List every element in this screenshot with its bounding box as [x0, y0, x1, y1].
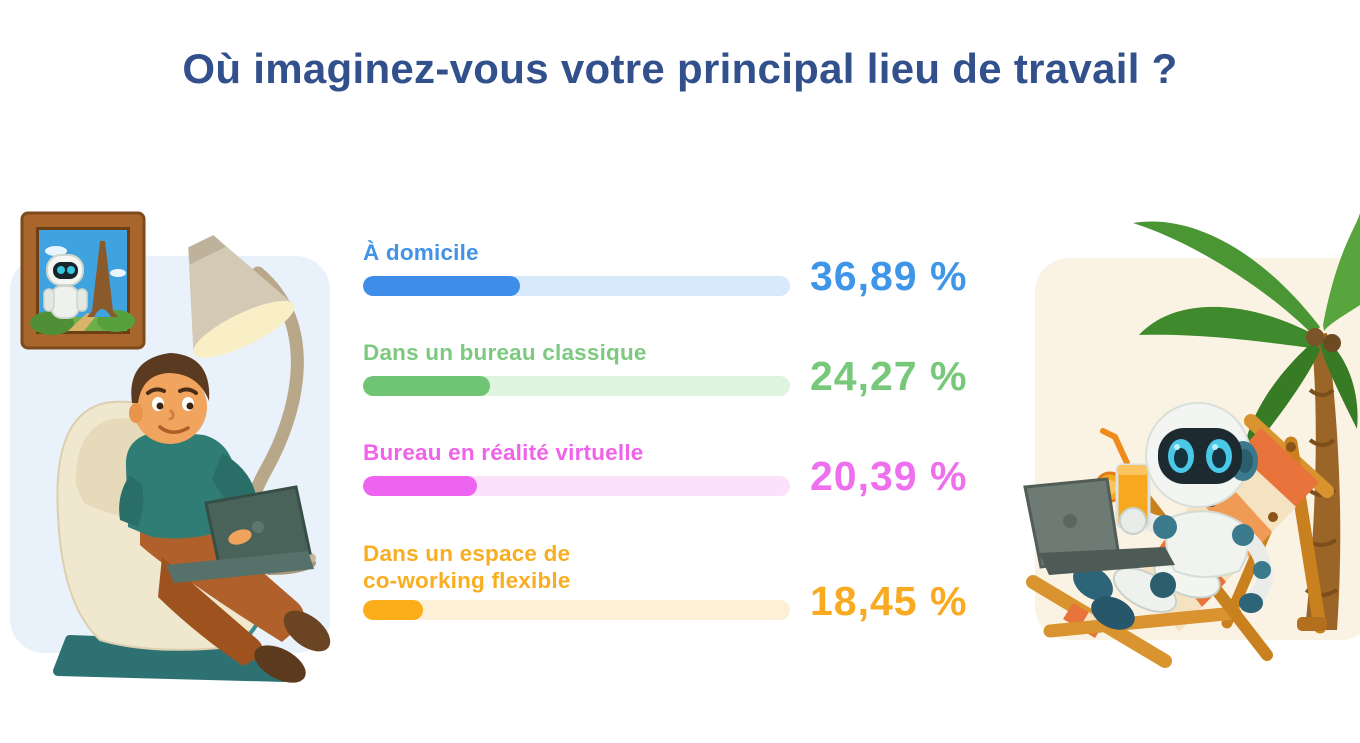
robot-foot: [1073, 565, 1113, 601]
option-label: Dans un bureau classique: [363, 340, 647, 365]
boot: [283, 610, 331, 652]
option-value: 20,39 %: [810, 453, 968, 499]
bar-fill: [363, 276, 521, 296]
option-value: 18,45 %: [810, 578, 968, 624]
option-label: Dans un espace de co-working flexible: [363, 541, 571, 593]
bar-fill: [363, 476, 477, 496]
robot-foot: [1091, 596, 1135, 630]
palm-tree: [1133, 213, 1360, 630]
bar-track: [363, 376, 790, 396]
bar-fill: [363, 600, 423, 620]
bar-track: [363, 276, 790, 296]
option-value: 24,27 %: [810, 353, 968, 399]
man-in-armchair: [53, 353, 331, 683]
option-label: À domicile: [363, 240, 479, 265]
option-label: Bureau en réalité virtuelle: [363, 440, 644, 465]
robot-laptop: [1023, 477, 1175, 575]
framed-picture-robot-eiffel: [20, 211, 146, 350]
lamp-glow: [192, 300, 295, 358]
option-value: 36,89 %: [810, 253, 968, 299]
page-title: Où imaginez-vous votre principal lieu de…: [0, 42, 1360, 97]
straw: [1100, 428, 1130, 466]
bar-fill: [363, 376, 490, 396]
laptop: [166, 485, 314, 583]
man-hand: [228, 529, 252, 545]
boot: [254, 645, 306, 683]
bar-track: [363, 600, 790, 620]
eiffel-tower: [87, 241, 118, 317]
robot-torso: [1165, 510, 1249, 578]
robot-vacation-illustration: [1023, 213, 1360, 668]
title-line-2: lieu de travail ?: [866, 45, 1178, 92]
work-from-home-illustration: [10, 211, 331, 683]
robot-left-arm: [1231, 524, 1274, 613]
title-line-1: Où imaginez-vous votre principal: [182, 45, 855, 92]
bar-track: [363, 476, 790, 496]
man-hair: [131, 353, 210, 403]
man-legs: [140, 523, 304, 642]
picture-robot: [43, 254, 88, 319]
